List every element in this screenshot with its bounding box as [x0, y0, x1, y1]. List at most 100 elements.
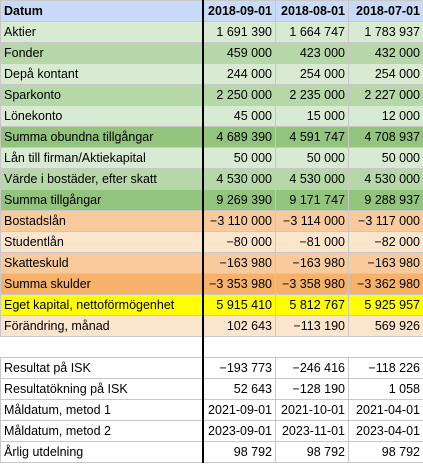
table-row: Lån till firman/Aktiekapital 50 000 50 0…	[0, 147, 423, 169]
value-cell[interactable]: −3 358 980	[275, 273, 349, 295]
value-cell[interactable]: 1 058	[348, 378, 423, 400]
value-cell[interactable]: −3 117 000	[348, 210, 423, 232]
value-cell[interactable]: −3 362 980	[348, 273, 423, 295]
value-cell[interactable]: 50 000	[348, 147, 423, 169]
row-label-cell[interactable]: Resultatökning på ISK	[0, 378, 203, 400]
header-date-cell[interactable]: 2018-08-01	[275, 0, 349, 22]
empty-cell[interactable]	[0, 336, 203, 358]
row-label-cell[interactable]: Måldatum, metod 1	[0, 399, 203, 421]
value-cell[interactable]: 45 000	[201, 105, 276, 127]
row-label-cell[interactable]: Skatteskuld	[0, 252, 203, 274]
value-cell[interactable]: 423 000	[275, 42, 349, 64]
row-label-cell[interactable]: Bostadslån	[0, 210, 203, 232]
row-label-cell[interactable]: Summa skulder	[0, 273, 203, 295]
value-cell[interactable]: 2021-09-01	[201, 399, 276, 421]
value-cell[interactable]: 50 000	[201, 147, 276, 169]
empty-cell[interactable]	[275, 336, 349, 358]
value-cell[interactable]: 2 250 000	[201, 84, 276, 106]
value-cell[interactable]: 52 643	[201, 378, 276, 400]
value-cell[interactable]: 4 530 000	[201, 168, 276, 190]
row-label-cell[interactable]: Sparkonto	[0, 84, 203, 106]
row-label-cell[interactable]: Årlig utdelning	[0, 441, 203, 463]
value-cell[interactable]: 5 915 410	[201, 294, 276, 316]
value-cell[interactable]: 5 925 957	[348, 294, 423, 316]
row-label-cell[interactable]: Värde i bostäder, efter skatt	[0, 168, 203, 190]
value-cell[interactable]: −163 980	[348, 252, 423, 274]
value-cell[interactable]: 1 783 937	[348, 21, 423, 43]
value-cell[interactable]: 2021-04-01	[348, 399, 423, 421]
row-label-cell[interactable]: Summa obundna tillgångar	[0, 126, 203, 148]
value-cell[interactable]: −128 190	[275, 378, 349, 400]
table-row: Årlig utdelning 98 792 98 792 98 792	[0, 441, 423, 463]
value-cell[interactable]: 2021-10-01	[275, 399, 349, 421]
value-cell[interactable]: 2023-11-01	[275, 420, 349, 442]
value-cell[interactable]: 15 000	[275, 105, 349, 127]
table-row: Sparkonto 2 250 000 2 235 000 2 227 000	[0, 84, 423, 106]
table-row: Bostadslån −3 110 000 −3 114 000 −3 117 …	[0, 210, 423, 232]
value-cell[interactable]: 50 000	[275, 147, 349, 169]
row-label-cell[interactable]: Summa tillgångar	[0, 189, 203, 211]
value-cell[interactable]: 102 643	[201, 315, 276, 337]
empty-cell[interactable]	[201, 336, 276, 358]
table-row: Skatteskuld −163 980 −163 980 −163 980	[0, 252, 423, 274]
value-cell[interactable]: −193 773	[201, 357, 276, 379]
value-cell[interactable]: 98 792	[201, 441, 276, 463]
value-cell[interactable]: 244 000	[201, 63, 276, 85]
empty-cell[interactable]	[348, 336, 423, 358]
header-date-cell[interactable]: 2018-07-01	[348, 0, 423, 22]
value-cell[interactable]: 254 000	[348, 63, 423, 85]
row-label-cell[interactable]: Måldatum, metod 2	[0, 420, 203, 442]
value-cell[interactable]: 2023-09-01	[201, 420, 276, 442]
row-label-cell[interactable]: Förändring, månad	[0, 315, 203, 337]
row-label-cell[interactable]: Lån till firman/Aktiekapital	[0, 147, 203, 169]
value-cell[interactable]: 98 792	[275, 441, 349, 463]
value-cell[interactable]: −82 000	[348, 231, 423, 253]
value-cell[interactable]: 2 235 000	[275, 84, 349, 106]
table-row: Summa tillgångar 9 269 390 9 171 747 9 2…	[0, 189, 423, 211]
value-cell[interactable]: 4 689 390	[201, 126, 276, 148]
row-label-cell[interactable]: Resultat på ISK	[0, 357, 203, 379]
value-cell[interactable]: −118 226	[348, 357, 423, 379]
value-cell[interactable]: −163 980	[275, 252, 349, 274]
value-cell[interactable]: −163 980	[201, 252, 276, 274]
value-cell[interactable]: 254 000	[275, 63, 349, 85]
value-cell[interactable]: −3 114 000	[275, 210, 349, 232]
value-cell[interactable]: −81 000	[275, 231, 349, 253]
row-label-cell[interactable]: Lönekonto	[0, 105, 203, 127]
row-label-cell[interactable]: Aktier	[0, 21, 203, 43]
value-cell[interactable]: −3 353 980	[201, 273, 276, 295]
value-cell[interactable]: 9 288 937	[348, 189, 423, 211]
header-row: Datum 2018-09-01 2018-08-01 2018-07-01	[0, 0, 423, 22]
table-row: Summa obundna tillgångar 4 689 390 4 591…	[0, 126, 423, 148]
value-cell[interactable]: 9 269 390	[201, 189, 276, 211]
value-cell[interactable]: 432 000	[348, 42, 423, 64]
value-cell[interactable]: 98 792	[348, 441, 423, 463]
value-cell[interactable]: 4 591 747	[275, 126, 349, 148]
table-row: Fonder 459 000 423 000 432 000	[0, 42, 423, 64]
value-cell[interactable]: 9 171 747	[275, 189, 349, 211]
value-cell[interactable]: 569 926	[348, 315, 423, 337]
value-cell[interactable]: 2 227 000	[348, 84, 423, 106]
header-label-cell[interactable]: Datum	[0, 0, 203, 22]
value-cell[interactable]: 459 000	[201, 42, 276, 64]
value-cell[interactable]: 4 530 000	[348, 168, 423, 190]
value-cell[interactable]: 5 812 767	[275, 294, 349, 316]
value-cell[interactable]: 4 708 937	[348, 126, 423, 148]
table-row: Värde i bostäder, efter skatt 4 530 000 …	[0, 168, 423, 190]
value-cell[interactable]: −113 190	[275, 315, 349, 337]
header-date-cell[interactable]: 2018-09-01	[201, 0, 276, 22]
value-cell[interactable]: 2023-04-01	[348, 420, 423, 442]
value-cell[interactable]: −80 000	[201, 231, 276, 253]
row-label-cell[interactable]: Depå kontant	[0, 63, 203, 85]
empty-row	[0, 336, 423, 358]
value-cell[interactable]: −3 110 000	[201, 210, 276, 232]
row-label-cell[interactable]: Fonder	[0, 42, 203, 64]
value-cell[interactable]: 1 691 390	[201, 21, 276, 43]
row-label-cell[interactable]: Studentlån	[0, 231, 203, 253]
value-cell[interactable]: 4 530 000	[275, 168, 349, 190]
value-cell[interactable]: 1 664 747	[275, 21, 349, 43]
row-label-cell[interactable]: Eget kapital, nettoförmögenhet	[0, 294, 203, 316]
value-cell[interactable]: −246 416	[275, 357, 349, 379]
value-cell[interactable]: 12 000	[348, 105, 423, 127]
